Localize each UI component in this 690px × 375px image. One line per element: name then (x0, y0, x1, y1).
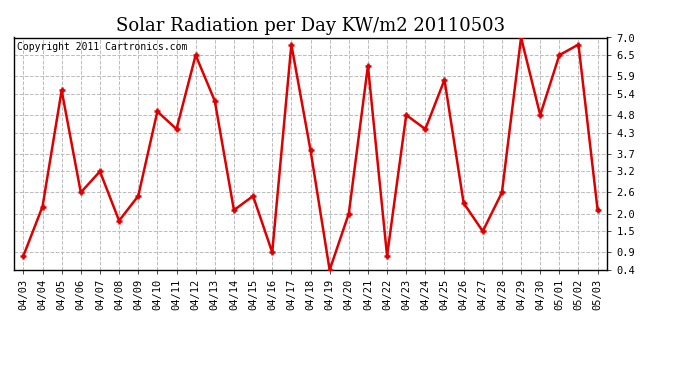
Title: Solar Radiation per Day KW/m2 20110503: Solar Radiation per Day KW/m2 20110503 (116, 16, 505, 34)
Text: Copyright 2011 Cartronics.com: Copyright 2011 Cartronics.com (17, 42, 187, 52)
